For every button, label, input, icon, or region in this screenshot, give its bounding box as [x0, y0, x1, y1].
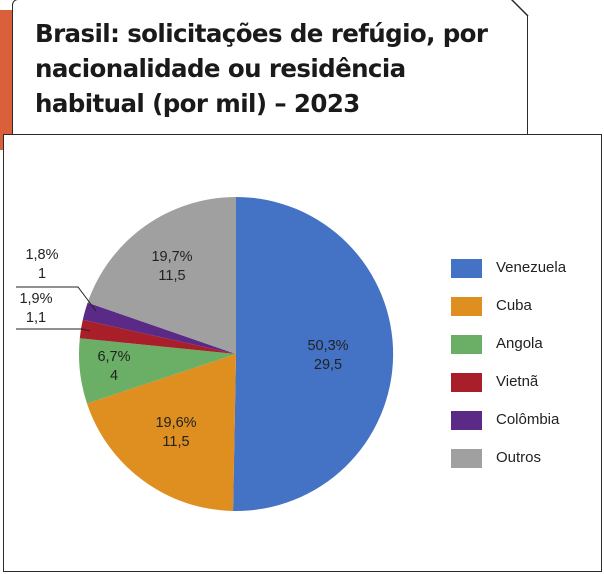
legend-label: Outros — [496, 449, 542, 466]
pie-chart: 50,3% 29,5 19,6% 11,5 6,7% 4 1,9% 1,1 1,8% 1 19,7%… — [16, 196, 394, 511]
slice-percent-label: 1,8% — [25, 247, 58, 263]
legend-swatch — [451, 411, 482, 430]
legend-item-venezuela: Venezuela — [451, 257, 601, 279]
slice-value-label: 1,1 — [26, 310, 46, 326]
legend-swatch — [451, 259, 482, 278]
legend-label: Colômbia — [496, 411, 560, 428]
legend-label: Vietnã — [496, 373, 539, 390]
legend-swatch — [451, 297, 482, 316]
slice-value-label: 1 — [38, 266, 46, 282]
legend-swatch — [451, 373, 482, 392]
pie-slice-outros — [87, 197, 236, 354]
slice-percent-label: 1,9% — [19, 291, 52, 307]
pie-slice-vietna — [79, 319, 236, 354]
slice-value-label: 11,5 — [162, 434, 189, 450]
pie-slice-angola — [78, 338, 237, 404]
leader-line — [16, 286, 97, 312]
slice-value-label: 11,5 — [158, 268, 185, 284]
slice-percent-label: 19,7% — [151, 249, 192, 265]
chart-area: 50,3% 29,5 19,6% 11,5 6,7% 4 1,9% 1,1 1,8% 1 19,7%… — [3, 134, 602, 572]
leader-line — [16, 328, 91, 332]
pie-slice-venezuela — [233, 196, 394, 511]
legend-label: Cuba — [496, 297, 532, 314]
legend-item-vietna: Vietnã — [451, 371, 601, 393]
slice-percent-label: 50,3% — [307, 338, 348, 354]
slice-value-label: 4 — [110, 368, 118, 384]
legend-swatch — [451, 449, 482, 468]
legend-swatch — [451, 335, 482, 354]
legend-item-outros: Outros — [451, 447, 601, 469]
folded-corner — [511, 0, 529, 16]
pie-slice-cuba — [86, 354, 237, 511]
chart-title: Brasil: solicitações de refúgio, por nac… — [35, 19, 488, 118]
slice-percent-label: 6,7% — [97, 349, 130, 365]
legend-item-colombia: Colômbia — [451, 409, 601, 431]
legend-label: Angola — [496, 335, 543, 352]
slice-percent-label: 19,6% — [155, 415, 196, 431]
slice-value-label: 29,5 — [314, 357, 342, 373]
pie-slice-colombia — [82, 302, 236, 354]
legend-label: Venezuela — [496, 259, 567, 276]
title-box: Brasil: solicitações de refúgio, por nac… — [12, 0, 529, 151]
legend-item-angola: Angola — [451, 333, 601, 355]
legend-item-cuba: Cuba — [451, 295, 601, 317]
title-accent-bar — [0, 10, 14, 150]
